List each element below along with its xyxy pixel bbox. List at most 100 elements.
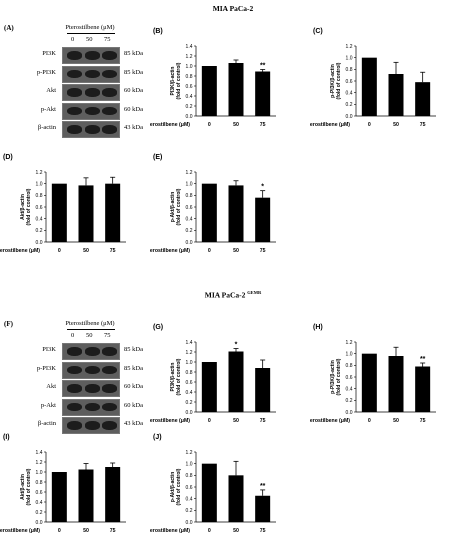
panel-label: (J) (153, 434, 162, 441)
y-tick-label: 1.4 (186, 340, 193, 346)
blot-dose: 0 (71, 332, 75, 339)
blot-band-strip (62, 84, 120, 101)
bar (201, 183, 217, 242)
y-tick-label: 0.8 (186, 473, 193, 479)
blot-row-label: PI3K (42, 50, 56, 57)
x-tick-label: 50 (393, 418, 399, 424)
blot-band (84, 347, 100, 356)
x-tick-label: 0 (368, 122, 371, 128)
y-tick-label: 1.2 (186, 54, 193, 60)
y-axis-label: Akt/β-actin(fold of control) (20, 188, 32, 225)
y-tick-label: 0.8 (186, 193, 193, 199)
x-tick-label: 75 (260, 248, 266, 254)
y-tick-label: 0.4 (346, 386, 353, 392)
bar (105, 467, 121, 522)
blot-kda-label: 60 kDa (124, 383, 143, 390)
x-axis-label: Pterostilbene (μM) (150, 248, 190, 254)
chart-c: (C) 0.0 0.2 0.4 0.6 0.8 1.0 1.2 p-PI3K/β-actin(f… (310, 28, 436, 128)
x-tick-label: 0 (208, 122, 211, 128)
bar (255, 197, 271, 242)
y-tick-label: 1.2 (346, 44, 353, 50)
bar (388, 356, 404, 412)
x-tick-label: 0 (208, 248, 211, 254)
blot-band (102, 365, 117, 375)
y-axis-label: PI3K/β-actin(fold of control) (170, 358, 182, 395)
y-axis-label-line: Akt/β-actin (20, 474, 26, 500)
y-tick-label: 0.2 (186, 400, 193, 406)
significance-mark: ** (260, 483, 266, 490)
y-axis-label-line: (fold of control) (176, 188, 182, 225)
y-axis-label-line: p-Akt/β-actin (170, 192, 176, 223)
bar (51, 472, 67, 522)
blot-kda-label: 85 kDa (124, 364, 143, 372)
blot-dose: 0 (71, 36, 75, 43)
y-tick-label: 0.0 (186, 410, 193, 416)
panel-label: (G) (153, 324, 163, 331)
blot-band (67, 365, 82, 375)
y-tick-label: 0.6 (186, 205, 193, 211)
y-tick-label: 0.0 (186, 240, 193, 246)
blot-band (84, 125, 100, 134)
blot-kda-label: 60 kDa (124, 87, 143, 94)
blot-band (84, 69, 100, 79)
chart-h: (H) 0.0 0.2 0.4 0.6 0.8 1.0 1.2 p-PI3K/β-actin(f… (310, 324, 436, 424)
bar (228, 63, 244, 116)
blot-band (84, 51, 100, 60)
y-tick-label: 0.8 (36, 480, 43, 486)
y-tick-label: 1.2 (346, 340, 353, 346)
bar (201, 463, 217, 522)
bar (361, 353, 377, 412)
x-tick-label: 75 (420, 122, 426, 128)
blot-kda-label: 85 kDa (124, 50, 143, 57)
blot-dose: 50 (86, 36, 93, 43)
chart-g: (G) 0.0 0.2 0.4 0.6 0.8 1.0 1.2 1.4 PI3K/β-actin(… (150, 324, 276, 424)
y-axis-label-line: p-PI3K/β-actin (330, 360, 336, 394)
y-tick-label: 1.0 (36, 470, 43, 476)
panel-label: (B) (153, 28, 163, 35)
blot-band (102, 51, 117, 60)
y-tick-label: 0.8 (186, 74, 193, 80)
blot-band (67, 125, 82, 134)
blot-band-strip (62, 47, 120, 64)
blot-kda-label: 85 kDa (124, 346, 143, 353)
blot-band (67, 51, 82, 60)
blot-band (102, 69, 117, 79)
x-axis-label: Pterostilbene (μM) (0, 248, 40, 254)
blot-band (84, 402, 100, 412)
y-tick-label: 0.4 (186, 216, 193, 222)
y-axis-label-line: PI3K/β-actin (170, 363, 176, 392)
bar (361, 57, 377, 116)
y-tick-label: 0.6 (346, 79, 353, 85)
x-tick-label: 75 (260, 122, 266, 128)
blot-band-strip (62, 102, 120, 120)
blot-band (102, 421, 117, 430)
blot-band (67, 106, 82, 116)
y-tick-label: 0.4 (186, 94, 193, 100)
x-tick-label: 50 (83, 248, 89, 254)
blot-band-strip (62, 398, 120, 416)
x-axis-label: Pterostilbene (μM) (150, 418, 190, 424)
blot-band (84, 421, 100, 430)
blot-band (84, 384, 100, 393)
chart-j: (J) 0.0 0.2 0.4 0.6 0.8 1.0 1.2 p-Akt/β-actin(fo… (150, 434, 276, 534)
y-tick-label: 1.4 (186, 44, 193, 50)
bar (228, 475, 244, 522)
y-tick-label: 0.0 (186, 520, 193, 526)
blot-band (84, 88, 100, 97)
x-tick-label: 75 (260, 418, 266, 424)
bar (415, 82, 431, 116)
y-axis-label-line: (fold of control) (176, 358, 182, 395)
blot-kda-label: 60 kDa (124, 401, 143, 409)
y-tick-label: 0.8 (186, 370, 193, 376)
y-axis-label-line: (fold of control) (26, 188, 32, 225)
x-tick-label: 50 (233, 248, 239, 254)
y-axis-label-line: (fold of control) (176, 62, 182, 99)
blot-band-strip (62, 65, 120, 83)
bar (78, 185, 94, 242)
blot-row-label: Akt (46, 87, 56, 94)
blot-band (102, 106, 117, 116)
bar (201, 362, 217, 412)
blot-header-line (67, 33, 115, 34)
y-tick-label: 0.2 (36, 228, 43, 234)
x-tick-label: 0 (58, 528, 61, 534)
